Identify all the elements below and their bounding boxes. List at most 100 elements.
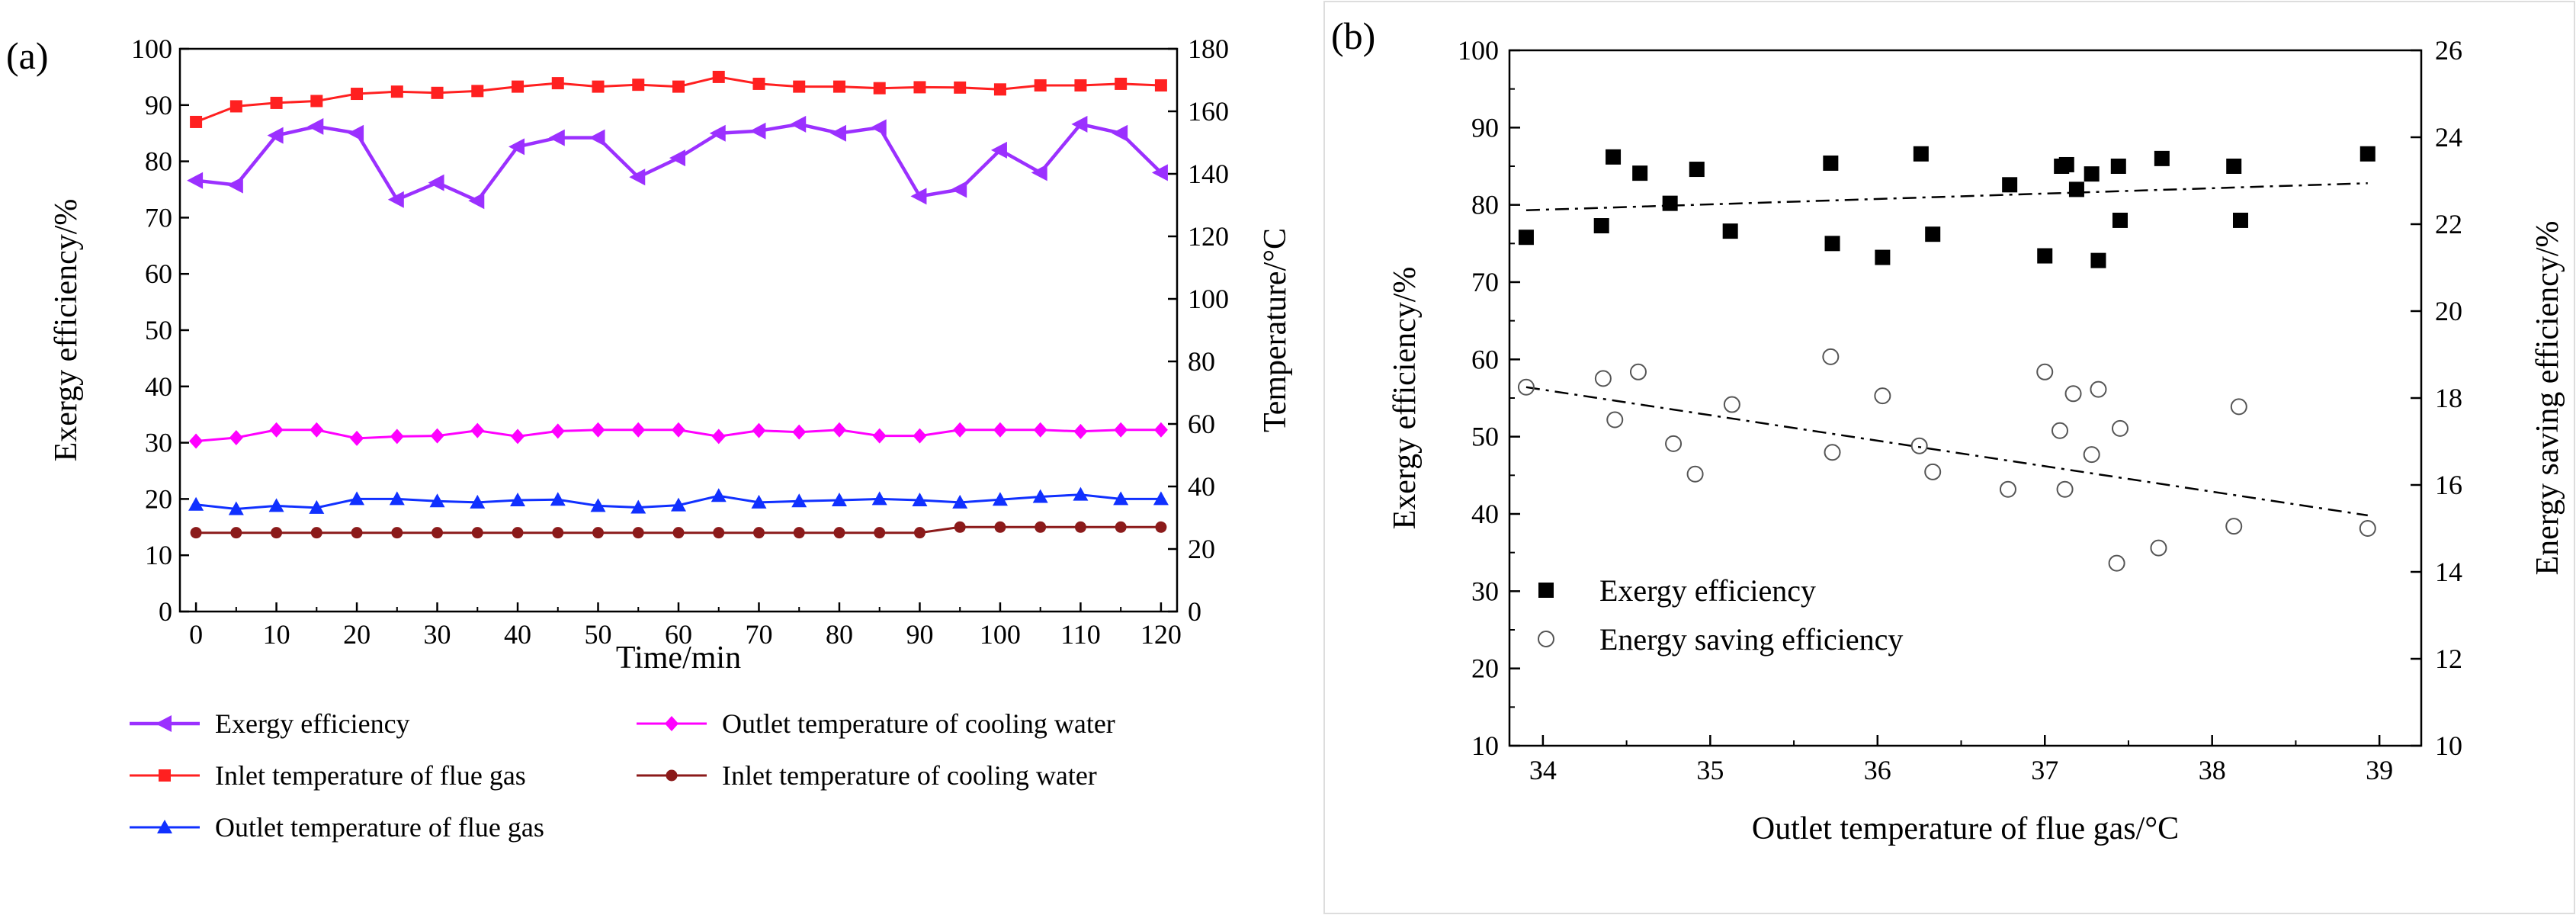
panel-b-y-axis-title: Exergy efficiency/% [1387,267,1423,530]
data-point-inlet-temperature-of-cooling-water [713,527,725,539]
panel-b-letter: (b) [1331,14,1375,57]
data-point-inlet-temperature-of-flue-gas [913,81,926,94]
panel-b-y-tick-label: 40 [1471,499,1499,529]
panel-a-x-tick-label: 40 [504,619,531,650]
panel-a-y-tick-label: 40 [145,371,172,402]
data-point-energy-saving-efficiency [1999,480,2016,498]
data-point-outlet-temperature-of-cooling-water [752,422,766,438]
data-point-energy-saving-efficiency [2111,419,2128,437]
data-point-inlet-temperature-of-flue-gas [1154,79,1167,92]
data-point-outlet-temperature-of-flue-gas [630,499,646,514]
data-point-exergy-efficiency [2084,166,2100,182]
data-point-outlet-temperature-of-cooling-water [1153,422,1168,438]
data-point-outlet-temperature-of-flue-gas [871,491,887,506]
data-point-outlet-temperature-of-flue-gas [952,494,968,509]
data-point-exergy-efficiency [790,115,807,133]
data-point-inlet-temperature-of-flue-gas [632,79,645,92]
legend-marker-outlet-temperature-of-flue-gas [157,820,172,833]
panel-b-y-right-tick-label: 14 [2435,557,2462,587]
data-point-inlet-temperature-of-cooling-water [391,527,403,539]
data-point-exergy-efficiency [387,191,404,208]
panel-b-y-right-tick-label: 10 [2435,730,2462,761]
data-point-inlet-temperature-of-flue-gas [672,80,685,93]
data-point-outlet-temperature-of-flue-gas [671,497,686,512]
data-point-inlet-temperature-of-cooling-water [592,527,605,539]
data-point-energy-saving-efficiency [1629,363,1647,380]
data-point-outlet-temperature-of-cooling-water [229,430,243,446]
panel-a-y-tick-label: 10 [145,540,172,570]
data-point-exergy-efficiency [348,124,364,142]
data-point-inlet-temperature-of-cooling-water [512,527,524,539]
data-point-outlet-temperature-of-cooling-water [711,429,726,445]
data-point-exergy-efficiency [548,129,565,146]
data-point-exergy-efficiency [2359,146,2376,162]
panel-a-y-right-tick-label: 160 [1188,96,1229,127]
data-point-energy-saving-efficiency [1910,437,1928,454]
data-point-inlet-temperature-of-cooling-water [471,527,483,539]
data-point-inlet-temperature-of-flue-gas [993,83,1006,96]
panel-b-x-tick-label: 35 [1696,755,1724,785]
panel-a-x-tick-label: 20 [343,619,371,650]
trendline-energy-saving-efficiency [1525,386,2368,517]
data-point-inlet-temperature-of-flue-gas [512,80,525,93]
data-point-outlet-temperature-of-cooling-water [792,424,807,440]
data-point-inlet-temperature-of-cooling-water [431,527,444,539]
data-point-inlet-temperature-of-flue-gas [229,100,242,113]
legend-marker-inlet-temperature-of-flue-gas [159,769,171,782]
data-point-exergy-efficiency [749,122,766,140]
data-point-outlet-temperature-of-flue-gas [992,492,1008,506]
data-point-inlet-temperature-of-cooling-water [833,527,845,539]
data-point-energy-saving-efficiency [2083,446,2100,464]
legend-marker-outlet-temperature-of-cooling-water [665,716,678,731]
panel-b-x-tick-label: 36 [1864,755,1891,785]
data-point-outlet-temperature-of-cooling-water [832,422,846,438]
data-point-exergy-efficiency [1925,226,1941,242]
data-point-energy-saving-efficiency [2359,520,2376,537]
data-point-inlet-temperature-of-flue-gas [712,70,725,83]
data-point-inlet-temperature-of-cooling-water [793,527,805,539]
data-point-energy-saving-efficiency [1822,348,1840,365]
data-point-exergy-efficiency [829,124,846,142]
panel-a-x-tick-label: 10 [263,619,290,650]
legend-label-exergy-efficiency: Exergy efficiency [215,708,410,739]
data-point-inlet-temperature-of-cooling-water [913,527,925,539]
data-point-inlet-temperature-of-cooling-water [672,527,685,539]
data-point-energy-saving-efficiency [2051,422,2068,439]
panel-a-y-right-tick-label: 120 [1188,221,1229,252]
data-point-inlet-temperature-of-flue-gas [190,115,203,128]
data-point-exergy-efficiency [1913,146,1929,162]
panel-b-y-tick-label: 70 [1471,267,1499,297]
panel-a-x-tick-label: 0 [189,619,203,650]
data-point-energy-saving-efficiency [2090,380,2107,398]
data-point-outlet-temperature-of-flue-gas [510,493,526,507]
panel-a-x-tick-label: 80 [826,619,853,650]
data-point-exergy-efficiency [428,174,444,191]
panel-b-legend: Exergy efficiency Energy saving efficienc… [1538,573,1903,657]
data-point-exergy-efficiency [267,127,284,144]
data-point-outlet-temperature-of-flue-gas [550,492,566,506]
data-point-inlet-temperature-of-flue-gas [1115,77,1128,90]
data-point-outlet-temperature-of-flue-gas [751,494,767,509]
data-point-exergy-efficiency [1823,155,1839,171]
panel-a-x-tick-label: 30 [424,619,451,650]
panel-b-x-tick-label: 39 [2366,755,2393,785]
data-point-inlet-temperature-of-flue-gas [431,86,444,99]
panel-a-x-tick-label: 70 [745,619,772,650]
panel-a-x-tick-label: 100 [980,619,1021,650]
data-point-energy-saving-efficiency [2225,518,2243,535]
data-point-inlet-temperature-of-flue-gas [1074,79,1087,92]
data-point-outlet-temperature-of-cooling-water [953,422,967,438]
data-point-exergy-efficiency [1875,249,1891,265]
data-point-energy-saving-efficiency [2230,398,2247,416]
panel-a-y-tick-label: 30 [145,428,172,458]
chart-panel-b: (b) 34 35 36 37 38 39 10 20 30 40 50 60 70 80 90 100 1… [1323,1,2575,914]
data-point-inlet-temperature-of-flue-gas [471,85,484,98]
legend-label-exergy-efficiency: Exergy efficiency [1599,573,1816,608]
panel-a-y-tick-label: 0 [159,596,172,627]
panel-a-x-tick-label: 50 [585,619,612,650]
data-point-energy-saving-efficiency [2036,363,2054,380]
data-point-inlet-temperature-of-flue-gas [873,82,886,95]
data-point-inlet-temperature-of-flue-gas [832,80,845,93]
panel-a-y-right-tick-label: 0 [1188,596,1201,627]
